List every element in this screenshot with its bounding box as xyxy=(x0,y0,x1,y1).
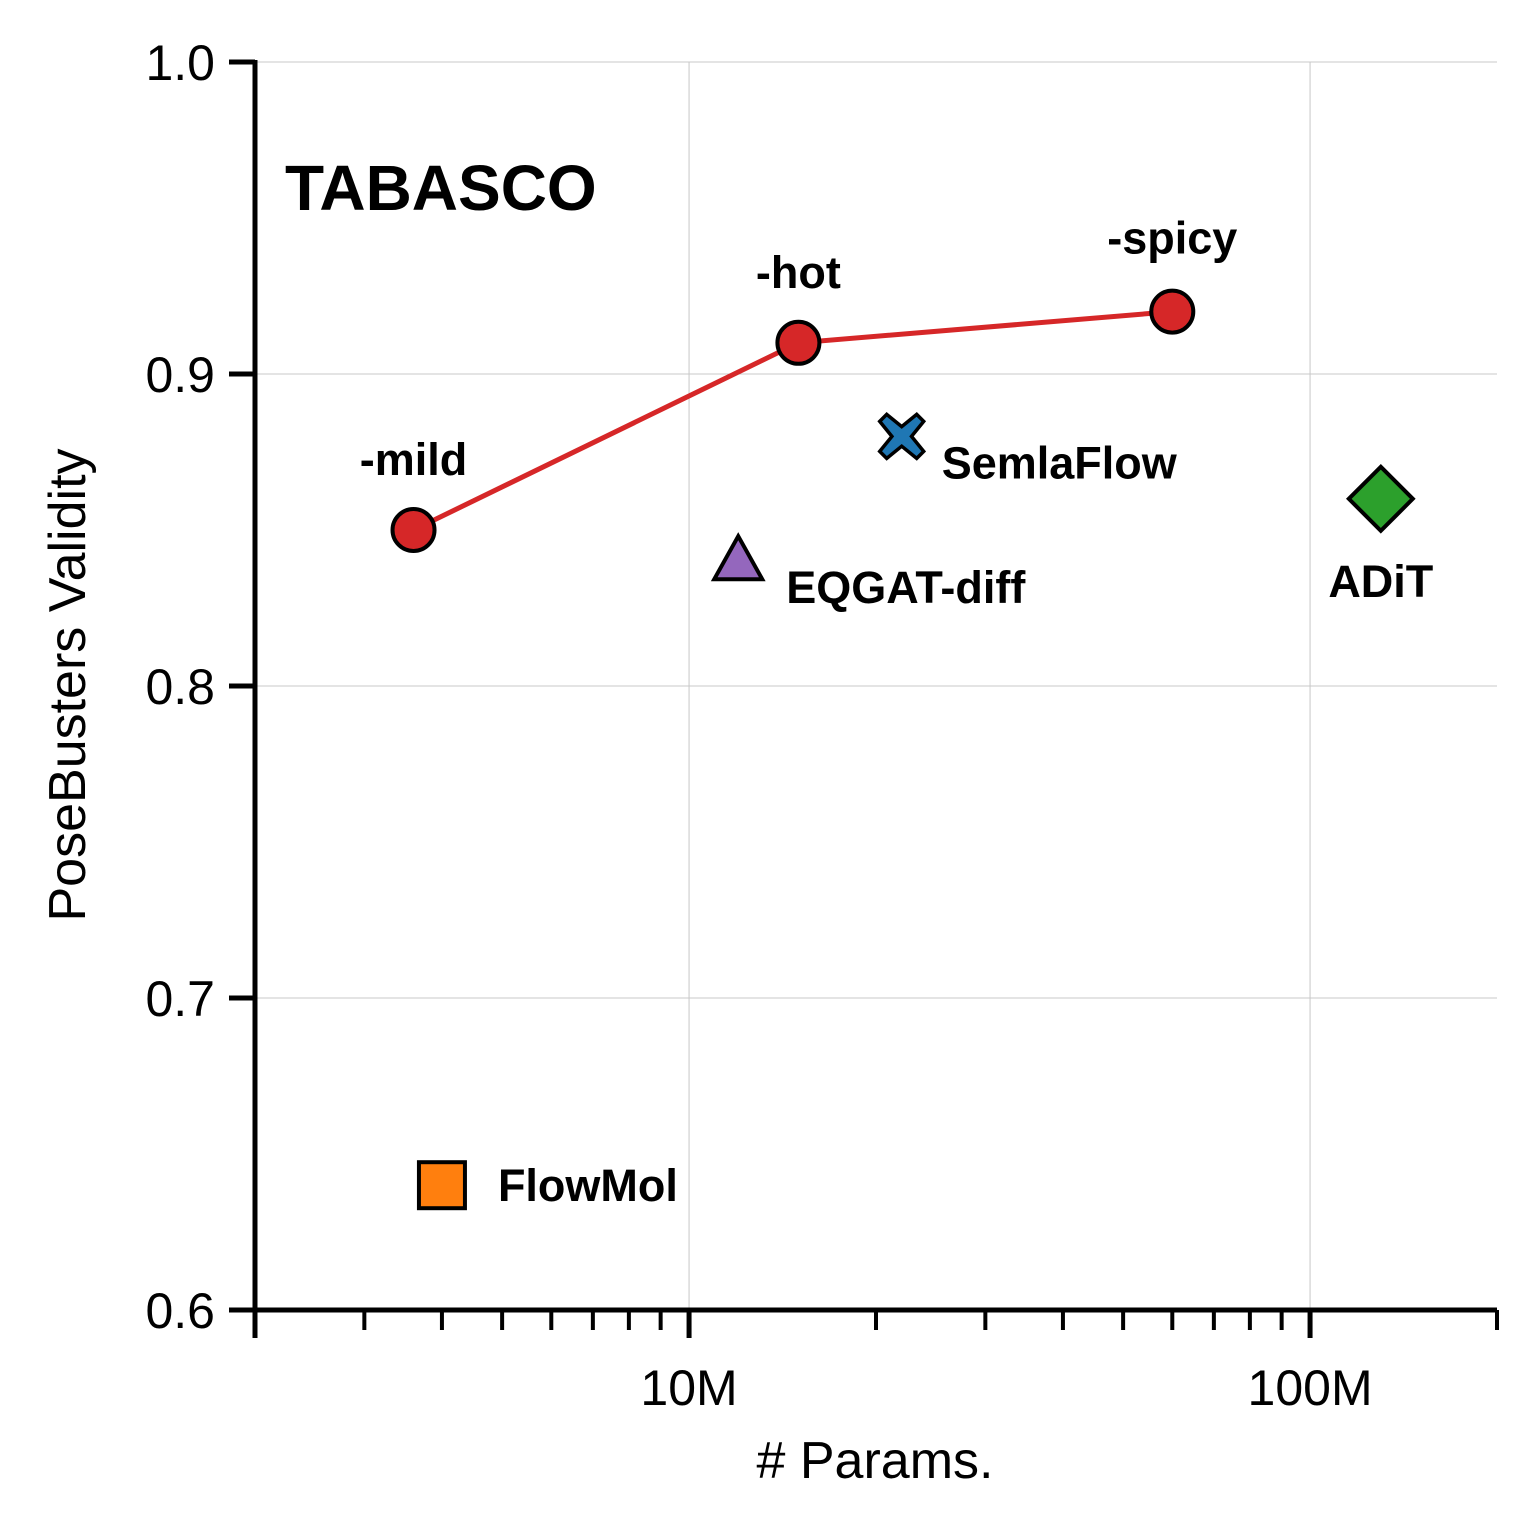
triangle-marker xyxy=(710,532,766,582)
point-labels: -mild -hot -spicy SemlaFlow EQGAT-diff ADiT Fl… xyxy=(360,213,1434,1212)
point-label: ADiT xyxy=(1328,556,1433,607)
y-tick-label: 0.6 xyxy=(145,1283,215,1339)
grid xyxy=(255,61,1497,1311)
y-tick-label: 0.7 xyxy=(145,971,215,1027)
point-label: -hot xyxy=(756,247,841,298)
point-label: EQGAT-diff xyxy=(786,562,1026,613)
y-axis-title: PoseBusters Validity xyxy=(39,448,97,921)
chart-annotation: TABASCO xyxy=(285,152,597,224)
point-label: -spicy xyxy=(1107,213,1237,264)
circle-marker xyxy=(775,319,822,366)
x-marker xyxy=(877,412,927,461)
y-tick-label: 0.8 xyxy=(145,659,215,715)
x-tick-label: 100M xyxy=(1248,1360,1373,1416)
diamond-marker xyxy=(1345,463,1416,534)
circle-marker xyxy=(390,507,437,553)
y-tick-label: 0.9 xyxy=(145,347,215,403)
circle-marker xyxy=(1149,288,1196,335)
data-points xyxy=(390,288,1416,1211)
y-tick-label: 1.0 xyxy=(145,35,215,91)
ticks: 0.6 0.7 0.8 0.9 1.0 10M 100M xyxy=(145,35,1499,1416)
square-marker xyxy=(416,1160,467,1211)
point-label: SemlaFlow xyxy=(942,437,1178,488)
x-axis-title: # Params. xyxy=(757,1432,994,1490)
x-tick-label: 10M xyxy=(640,1360,737,1416)
point-label: FlowMol xyxy=(498,1160,678,1211)
point-label: -mild xyxy=(360,434,468,485)
